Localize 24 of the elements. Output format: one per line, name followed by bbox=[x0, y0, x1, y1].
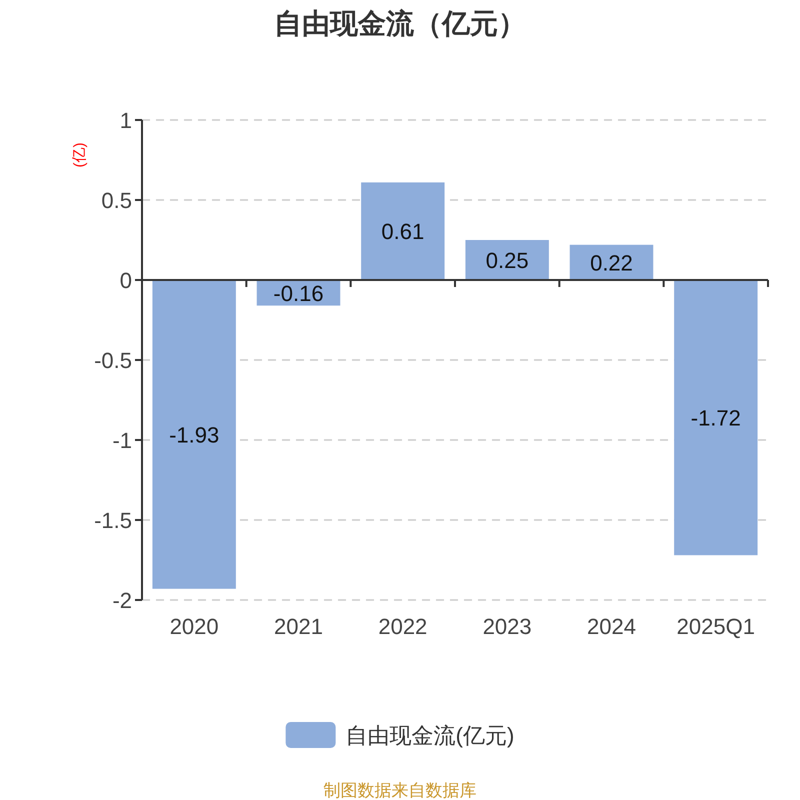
y-tick-label: -0.5 bbox=[94, 348, 132, 373]
y-tick-label: 1 bbox=[120, 108, 132, 133]
y-tick-label: -1.5 bbox=[94, 508, 132, 533]
legend: 自由现金流(亿元) bbox=[286, 722, 514, 748]
text: 制图数据来自数据库 bbox=[324, 781, 476, 800]
data-label: -1.93 bbox=[169, 422, 220, 448]
y-tick-label: 0.5 bbox=[101, 188, 132, 213]
y-tick-label: 0 bbox=[120, 268, 132, 293]
data-label: 0.25 bbox=[486, 248, 529, 273]
x-tick-label: 2020 bbox=[170, 614, 219, 639]
x-tick-label: 2025Q1 bbox=[676, 614, 755, 639]
y-tick-label: -2 bbox=[112, 588, 132, 613]
y-tick-label: -1 bbox=[112, 428, 132, 453]
data-label: 0.22 bbox=[590, 250, 633, 276]
y-axis-title: (亿) bbox=[71, 142, 88, 168]
x-tick-label: 2021 bbox=[274, 614, 323, 639]
x-tick-label: 2022 bbox=[378, 614, 428, 639]
x-tick-label: 2023 bbox=[482, 614, 532, 639]
x-tick-label: 2024 bbox=[587, 614, 636, 639]
legend-label: 自由现金流(亿元) bbox=[346, 723, 514, 748]
chart-title: 自由现金流（亿元） bbox=[274, 8, 526, 39]
data-label: -0.16 bbox=[273, 280, 324, 306]
data-label: -1.72 bbox=[690, 406, 741, 431]
data-label: 0.61 bbox=[381, 219, 424, 244]
